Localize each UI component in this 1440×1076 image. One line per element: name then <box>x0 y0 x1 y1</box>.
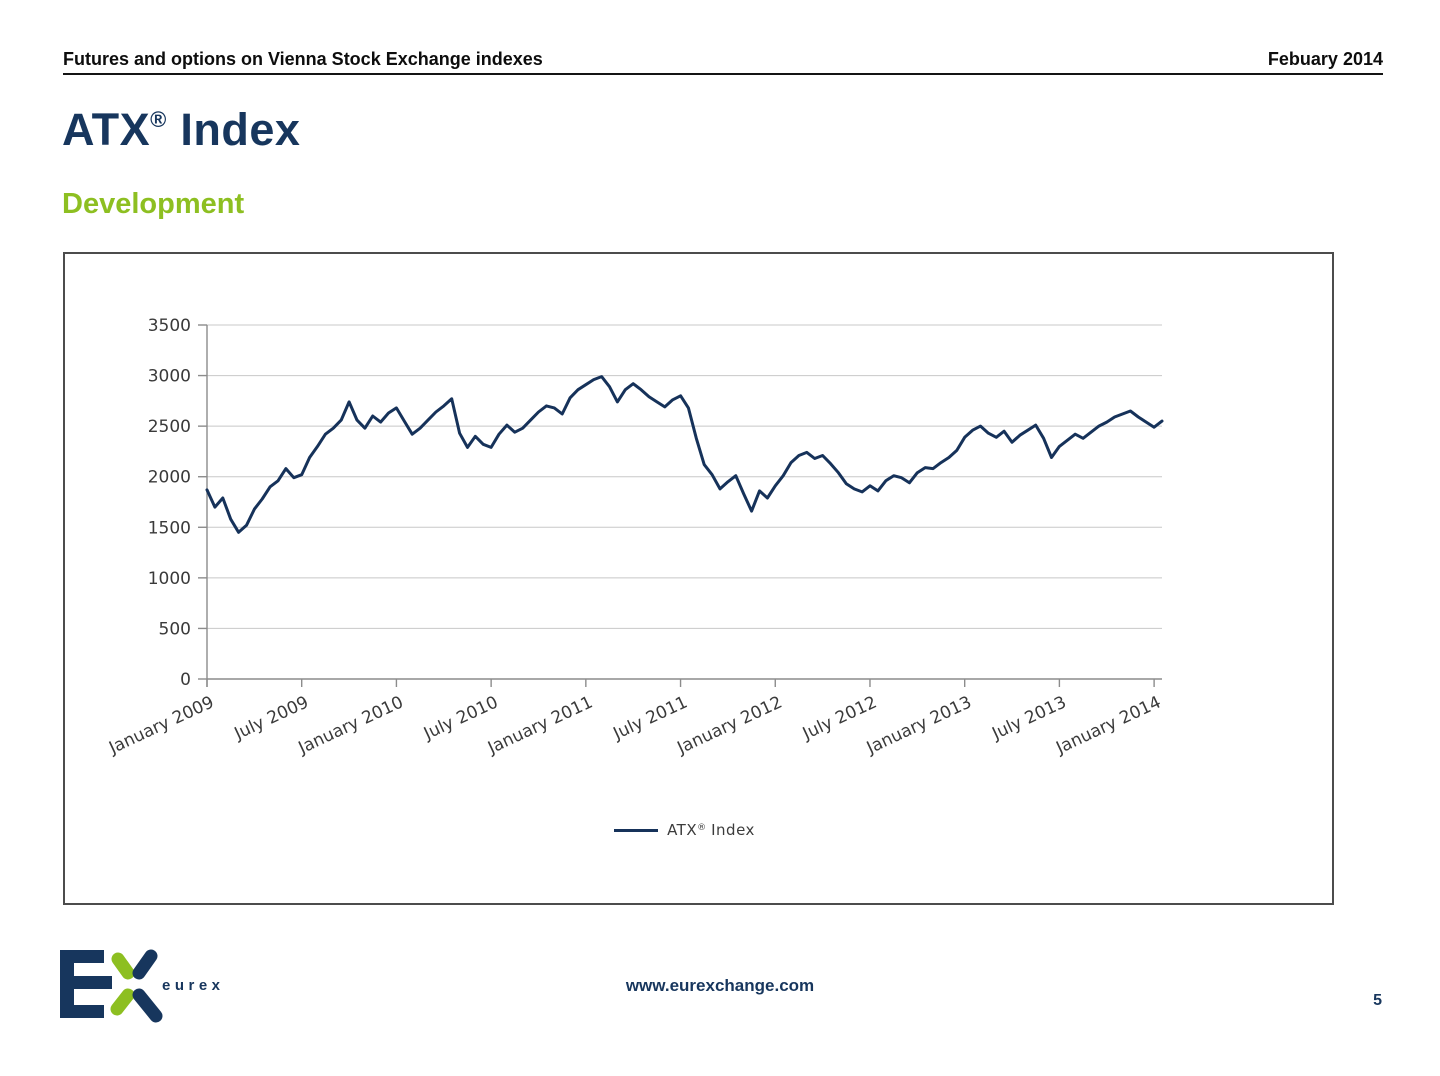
eurex-logo: eurex <box>60 949 225 1023</box>
x-tick-label: July 2012 <box>799 692 880 744</box>
x-tick-label: January 2013 <box>863 692 975 758</box>
eurex-logo-wordmark: eurex <box>162 977 225 994</box>
x-tick-label: July 2010 <box>420 692 501 744</box>
y-tick-label: 500 <box>159 619 191 639</box>
x-tick-label: January 2010 <box>295 692 407 758</box>
x-tick-label: January 2011 <box>484 692 596 758</box>
x-tick-label: January 2012 <box>673 692 785 758</box>
atx-index-series-line <box>205 375 1164 534</box>
y-tick-label: 1000 <box>148 569 191 589</box>
legend-line-swatch <box>614 828 659 832</box>
x-tick-label: July 2013 <box>988 692 1069 744</box>
title-text: ATX <box>62 104 151 155</box>
eurex-logo-e <box>60 950 112 1018</box>
y-tick-label: 1500 <box>148 518 191 538</box>
title-rest: Index <box>180 104 301 155</box>
page-title: ATX® Index <box>62 104 300 156</box>
y-tick-label: 2500 <box>148 417 191 437</box>
x-tick-label: January 2014 <box>1052 692 1164 758</box>
registered-mark-icon: ® <box>150 107 167 132</box>
footer-url: www.eurexchange.com <box>625 976 815 995</box>
legend-label: ATX® Index <box>667 821 755 839</box>
eurex-logo-x-navy-bottom <box>132 988 163 1023</box>
header-divider <box>63 73 1383 75</box>
legend-text-rest: Index <box>711 821 755 839</box>
chart-legend: ATX® Index <box>207 821 1162 839</box>
atx-line-chart: 0 500 1000 1500 2000 2500 3000 3500 January 2009… <box>105 316 1164 759</box>
y-tick-label: 2000 <box>148 468 191 488</box>
x-tick-label: July 2011 <box>609 692 690 744</box>
x-tick-label: July 2009 <box>231 692 312 744</box>
y-tick-label: 3500 <box>148 316 191 336</box>
chart-container: 0 500 1000 1500 2000 2500 3000 3500 January 2009… <box>63 252 1334 905</box>
page-number: 5 <box>1373 992 1382 1009</box>
header-date: Febuary 2014 <box>1267 49 1383 69</box>
eurex-logo-x-green-top <box>111 952 135 980</box>
y-tick-label: 0 <box>180 670 191 690</box>
legend-text: ATX <box>667 821 698 839</box>
legend-registered-mark-icon: ® <box>697 823 707 833</box>
x-tick-label: January 2009 <box>105 692 217 758</box>
y-tick-label: 3000 <box>148 367 191 387</box>
section-title: Development <box>62 188 245 220</box>
eurex-logo-x-navy-top <box>132 949 158 980</box>
header-title: Futures and options on Vienna Stock Exch… <box>63 49 543 69</box>
eurex-logo-x-green-bottom <box>110 988 135 1016</box>
